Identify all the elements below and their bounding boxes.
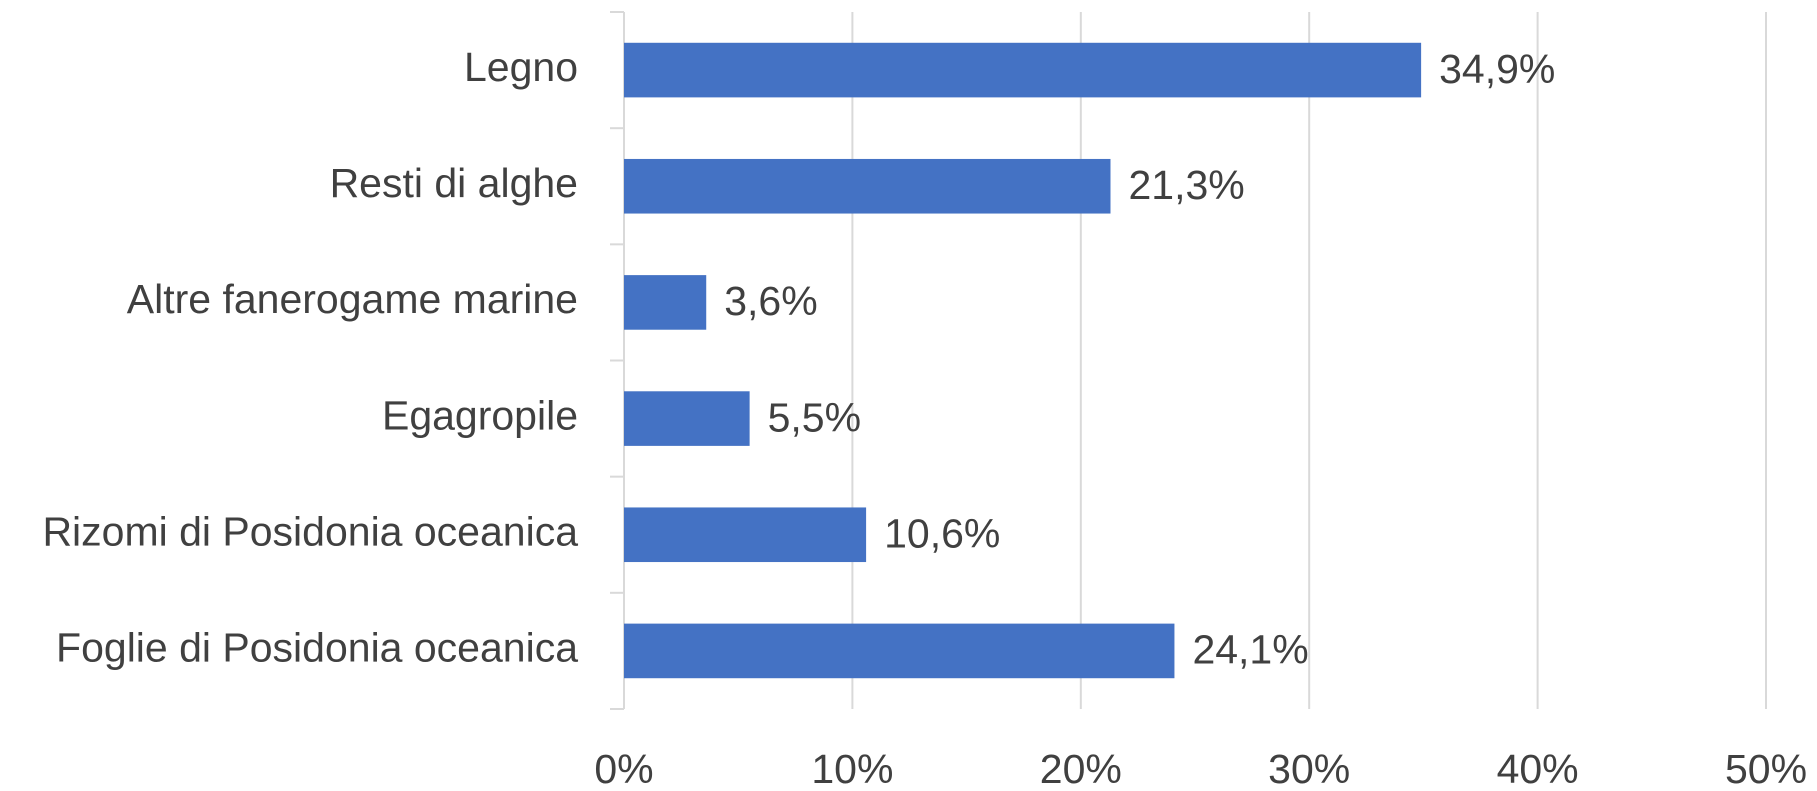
x-tick-label: 50% — [1725, 746, 1807, 791]
x-tick-label: 20% — [1040, 746, 1122, 791]
y-tick-label: Egagropile — [382, 392, 578, 438]
y-tick-label: Foglie di Posidonia oceanica — [56, 625, 578, 671]
data-label: 24,1% — [1192, 627, 1308, 673]
data-label: 5,5% — [768, 394, 861, 440]
bar — [624, 275, 707, 330]
y-tick-label: Rizomi di Posidonia oceanica — [42, 509, 578, 555]
data-label: 10,6% — [884, 511, 1000, 557]
y-tick-label: Resti di alghe — [330, 160, 578, 206]
bar — [624, 623, 1175, 679]
x-tick-label: 10% — [811, 746, 893, 791]
bar — [624, 507, 867, 563]
y-tick-label: Legno — [464, 44, 578, 90]
bar — [624, 158, 1111, 214]
bar — [624, 391, 750, 446]
x-tick-label: 40% — [1497, 746, 1579, 791]
data-label: 34,9% — [1439, 46, 1555, 92]
x-tick-label: 0% — [594, 746, 653, 791]
data-label: 21,3% — [1128, 162, 1244, 208]
y-tick-label: Altre fanerogame marine — [127, 276, 578, 322]
x-tick-label: 30% — [1268, 746, 1350, 791]
data-label: 3,6% — [724, 278, 817, 324]
bar — [624, 42, 1422, 98]
